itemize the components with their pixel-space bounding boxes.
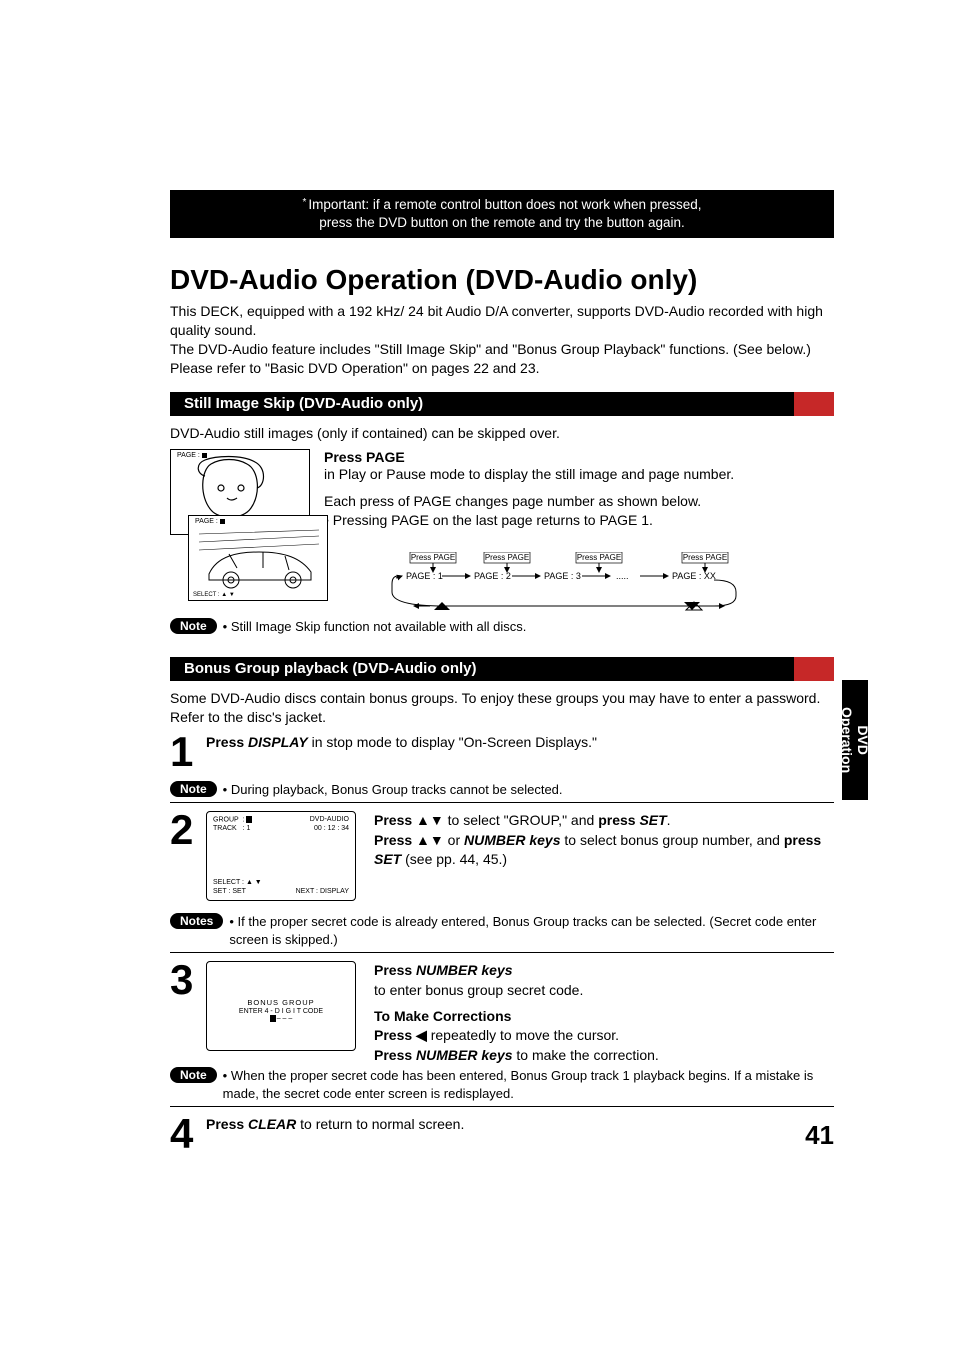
note-row-2: Note • During playback, Bonus Group trac… [170,781,834,799]
osd-screen-group: GROUP : TRACK : 1 DVD-AUDIO00 : 12 : 34 … [206,811,356,901]
section1-lead: DVD-Audio still images (only if containe… [170,424,834,443]
important-banner: *Important: if a remote control button d… [170,190,834,238]
step-2-body: Press ▲▼ to select "GROUP," and press SE… [374,811,834,870]
note-4-text: • When the proper secret code has been e… [223,1067,834,1102]
step-2: 2 GROUP : TRACK : 1 DVD-AUDIO00 : 12 : 3… [170,811,834,901]
osd-br: NEXT : DISPLAY [296,888,349,896]
step-num-4: 4 [170,1115,196,1153]
step-num-2: 2 [170,811,196,849]
step-4-body: Press CLEAR to return to normal screen. [206,1115,834,1135]
note-row-4: Note • When the proper secret code has b… [170,1067,834,1102]
intro-p2: The DVD-Audio feature includes "Still Im… [170,340,834,359]
correction-line-2: Press NUMBER keys to make the correction… [374,1046,834,1066]
each-press: Each press of PAGE changes page number a… [324,492,834,511]
note-row-1: Note • Still Image Skip function not ava… [170,618,834,636]
correction-line-1: Press ◀ repeatedly to move the cursor. [374,1026,834,1046]
svg-text:Press PAGE: Press PAGE [683,553,727,562]
press-page-desc: in Play or Pause mode to display the sti… [324,465,834,484]
page-loop-diagram: Press PAGE Press PAGE Press PAGE Press P… [324,538,834,608]
step-num-3: 3 [170,961,196,999]
step-1-body: Press DISPLAY in stop mode to display "O… [206,733,834,753]
svg-text:PAGE : XX: PAGE : XX [672,571,716,581]
divider-1 [170,802,834,803]
notes-pill: Notes [170,913,223,929]
notes-row-3: Notes • If the proper secret code is alr… [170,913,834,948]
svg-text:.....: ..... [616,571,629,581]
svg-text:Press PAGE: Press PAGE [485,553,529,562]
osd-mid2: ENTER 4 - D I G I T CODE – – – [207,1008,355,1022]
svg-text:Press PAGE: Press PAGE [577,553,621,562]
cursor-icon [246,816,252,823]
section-still-image-heading: Still Image Skip (DVD-Audio only) [170,392,834,416]
step-3: 3 BONUS GROUP ENTER 4 - D I G I T CODE –… [170,961,834,1065]
car-illustration [189,516,329,602]
banner-line1-prefix: Important: [308,197,369,212]
banner-line1-rest: if a remote control button does not work… [369,197,701,212]
osd-mid1: BONUS GROUP [207,998,355,1007]
divider-3 [170,1106,834,1107]
side-tab-text: DVDOperation [839,707,871,773]
press-page-bullet: • Pressing PAGE on the last page returns… [324,511,834,530]
note-pill-4: Note [170,1067,217,1083]
osd-screen-code: BONUS GROUP ENTER 4 - D I G I T CODE – –… [206,961,356,1051]
cursor-icon-2 [270,1015,276,1022]
step-1: 1 Press DISPLAY in stop mode to display … [170,733,834,771]
note-1-text: • Still Image Skip function not availabl… [223,618,834,636]
intro-p1: This DECK, equipped with a 192 kHz/ 24 b… [170,302,834,340]
osd-tr: DVD-AUDIO00 : 12 : 34 [310,816,349,833]
still-right-col: Press PAGE in Play or Pause mode to disp… [324,449,834,608]
loop-svg: Press PAGE Press PAGE Press PAGE Press P… [384,552,774,612]
press-page-title: Press PAGE [324,449,834,465]
heading-bg-red [794,392,834,416]
heading-bg-red-2 [794,657,834,681]
note-pill-2: Note [170,781,217,797]
notes-3-text: • If the proper secret code is already e… [229,913,834,948]
manual-page: *Important: if a remote control button d… [0,0,954,1351]
section2-lead: Some DVD-Audio discs contain bonus group… [170,689,834,727]
note-2-text: • During playback, Bonus Group tracks ca… [223,781,834,799]
fig-select-label: SELECT : ▲ ▼ [193,592,235,598]
divider-2 [170,952,834,953]
asterisk: * [302,197,306,208]
corrections-head: To Make Corrections [374,1007,834,1027]
step-4: 4 Press CLEAR to return to normal screen… [170,1115,834,1153]
page-title: DVD-Audio Operation (DVD-Audio only) [170,264,834,296]
step-3-body: Press NUMBER keys to enter bonus group s… [374,961,834,1065]
page-number: 41 [805,1120,834,1151]
svg-text:Press PAGE: Press PAGE [411,553,455,562]
still-image-wrap: PAGE : 7kHz PAGE : [170,449,834,635]
still-figures: PAGE : 7kHz PAGE : [170,449,310,608]
intro-block: This DECK, equipped with a 192 kHz/ 24 b… [170,302,834,378]
intro-p3: Please refer to "Basic DVD Operation" on… [170,359,834,378]
note-pill: Note [170,618,217,634]
figure-car: PAGE : SELECT : ▲ ▼ [188,515,328,601]
heading-label: Still Image Skip (DVD-Audio only) [184,392,423,416]
svg-text:PAGE : 3: PAGE : 3 [544,571,581,581]
svg-text:PAGE : 2: PAGE : 2 [474,571,511,581]
section-bonus-heading: Bonus Group playback (DVD-Audio only) [170,657,834,681]
heading-label-2: Bonus Group playback (DVD-Audio only) [184,657,477,681]
banner-line2: press the DVD button on the remote and t… [319,215,684,230]
side-tab: DVDOperation [842,680,868,800]
step-num-1: 1 [170,733,196,771]
osd-bl: SELECT : ▲ ▼SET : SET [213,879,262,896]
osd-tl: GROUP : TRACK : 1 [213,816,253,833]
svg-text:PAGE : 1: PAGE : 1 [406,571,443,581]
